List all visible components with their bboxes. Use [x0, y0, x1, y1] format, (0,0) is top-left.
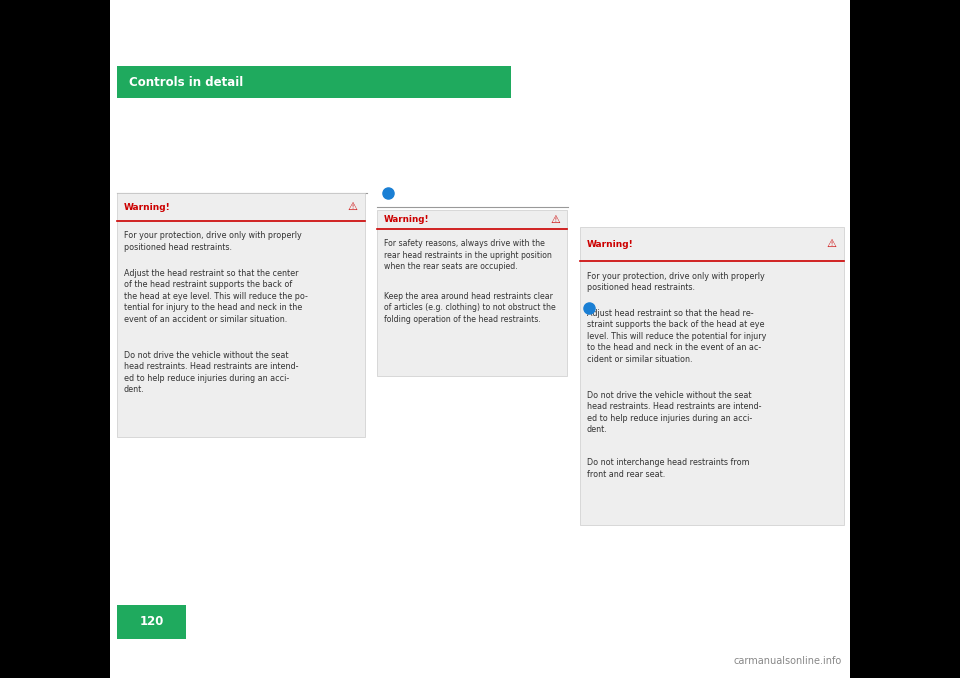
Text: Warning!: Warning! [124, 203, 171, 212]
Text: Do not drive the vehicle without the seat
head restraints. Head restraints are i: Do not drive the vehicle without the sea… [124, 351, 299, 394]
Text: Keep the area around head restraints clear
of articles (e.g. clothing) to not ob: Keep the area around head restraints cle… [384, 292, 556, 323]
Text: Do not drive the vehicle without the seat
head restraints. Head restraints are i: Do not drive the vehicle without the sea… [587, 391, 761, 435]
FancyBboxPatch shape [117, 66, 511, 98]
Text: For safety reasons, always drive with the
rear head restraints in the upright po: For safety reasons, always drive with th… [384, 239, 552, 271]
Text: Adjust the head restraint so that the center
of the head restraint supports the : Adjust the head restraint so that the ce… [124, 268, 308, 323]
Text: For your protection, drive only with properly
positioned head restraints.: For your protection, drive only with pro… [124, 231, 301, 252]
Text: Adjust head restraint so that the head re-
straint supports the back of the head: Adjust head restraint so that the head r… [587, 309, 766, 363]
FancyBboxPatch shape [377, 210, 567, 376]
Text: carmanualsonline.info: carmanualsonline.info [733, 656, 841, 666]
Text: Controls in detail: Controls in detail [129, 75, 243, 89]
Text: Do not interchange head restraints from
front and rear seat.: Do not interchange head restraints from … [587, 458, 749, 479]
Text: For your protection, drive only with properly
positioned head restraints.: For your protection, drive only with pro… [587, 272, 764, 292]
Text: Warning!: Warning! [384, 215, 430, 224]
Text: ⚠: ⚠ [348, 202, 357, 212]
FancyBboxPatch shape [110, 0, 850, 678]
FancyBboxPatch shape [580, 227, 844, 525]
Text: ⚠: ⚠ [550, 215, 560, 224]
Text: ⚠: ⚠ [827, 239, 836, 250]
FancyBboxPatch shape [117, 193, 365, 437]
FancyBboxPatch shape [117, 605, 186, 639]
Text: Warning!: Warning! [587, 240, 634, 249]
Text: 120: 120 [139, 615, 164, 629]
